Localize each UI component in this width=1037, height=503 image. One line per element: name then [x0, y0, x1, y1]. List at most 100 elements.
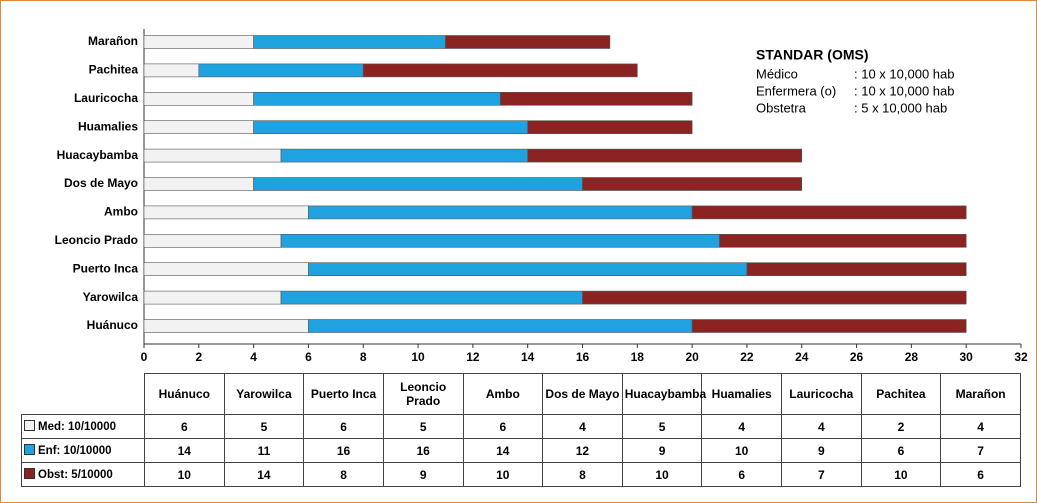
bar-segment [582, 290, 967, 305]
bar-segment [143, 120, 254, 134]
bar-segment [143, 290, 282, 305]
annotation-label: Enfermera (o) [756, 83, 836, 98]
row-label: Med: 10/10000 [21, 414, 145, 439]
column-header: Huánuco [144, 373, 225, 415]
column-header: Yarowilca [223, 373, 305, 415]
annotation-label: Obstetra [756, 100, 807, 115]
bar-segment [253, 92, 501, 106]
bar-segment [280, 290, 583, 305]
table-row: Med: 10/10000 6 5 6 5 6 4 5 4 4 2 4 [21, 414, 1021, 439]
table-row: Obst: 5/10000 10 14 8 9 10 8 10 6 7 10 6 [21, 462, 1021, 487]
bar-segment [527, 120, 693, 134]
bar-segment [691, 205, 967, 220]
x-tick-label: 4 [250, 350, 257, 364]
x-tick-label: 20 [685, 350, 699, 364]
column-header: Huacaybamba [621, 373, 706, 415]
table-cell: 5 [223, 414, 305, 439]
column-header: Ambo [462, 373, 544, 415]
bar-segment [253, 177, 583, 191]
table-cell: 14 [462, 438, 544, 463]
bar-segment [143, 148, 282, 163]
column-header: Huamalies [701, 373, 782, 415]
table-cell: 14 [223, 462, 305, 487]
annotation-value: : 10 x 10,000 hab [854, 66, 954, 81]
bar-segment [198, 63, 364, 78]
bar-segment [691, 319, 967, 333]
y-tick-label: Lauricocha [74, 91, 138, 105]
table-row: Enf: 10/10000 14 11 16 16 14 12 9 10 9 6 7 [21, 438, 1021, 463]
bar-segment [143, 234, 282, 248]
x-tick-label: 6 [305, 350, 312, 364]
x-tick-label: 10 [411, 350, 425, 364]
annotation-value: : 10 x 10,000 hab [854, 83, 954, 98]
y-tick-label: Pachitea [89, 63, 139, 77]
table-cell: 4 [542, 414, 623, 439]
table-header: Huánuco Yarowilca Puerto Inca Leoncio Prado… [22, 373, 1021, 415]
table-cell: 6 [940, 462, 1021, 487]
table-cell: 16 [303, 438, 384, 463]
data-table: Huánuco Yarowilca Puerto Inca Leoncio Prado… [21, 373, 1021, 487]
x-tick-label: 18 [631, 350, 645, 364]
table-cell: 6 [860, 438, 942, 463]
table-cell: 9 [621, 438, 703, 463]
bar-segment [253, 120, 528, 134]
table-cell: 8 [542, 462, 623, 487]
bar-segment [143, 205, 309, 220]
x-tick-label: 12 [466, 350, 480, 364]
y-tick-label: Huánuco [87, 318, 138, 332]
x-tick-label: 22 [740, 350, 754, 364]
bar-segment [143, 63, 200, 78]
table-cell: 7 [940, 438, 1021, 463]
bar-segment [719, 234, 967, 248]
table-cell: 2 [860, 414, 942, 439]
x-tick-label: 26 [850, 350, 864, 364]
bar-segment [308, 319, 693, 333]
x-tick-label: 0 [141, 350, 148, 364]
bar-segment [143, 319, 309, 333]
row-label: Enf: 10/10000 [21, 438, 145, 463]
legend-label: Med: 10/10000 [38, 421, 116, 433]
table-cell: 6 [462, 414, 544, 439]
legend-label: Obst: 5/10000 [38, 469, 113, 481]
y-tick-label: Marañon [88, 34, 138, 48]
bar-segment [143, 92, 254, 106]
table-cell: 10 [701, 438, 782, 463]
column-header: Puerto Inca [303, 373, 384, 415]
table-cell: 10 [462, 462, 544, 487]
table-cell: 16 [382, 438, 464, 463]
table-cell: 4 [701, 414, 782, 439]
table-cell: 9 [781, 438, 862, 463]
column-header: Marañon [940, 373, 1021, 415]
y-tick-label: Huamalies [78, 119, 138, 133]
row-label: Obst: 5/10000 [21, 462, 145, 487]
x-tick-label: 32 [1014, 350, 1028, 364]
table-cell: 12 [542, 438, 623, 463]
legend-label: Enf: 10/10000 [38, 445, 112, 457]
y-tick-label: Dos de Mayo [64, 176, 138, 190]
bar-segment [253, 35, 446, 49]
column-header: Lauricocha [781, 373, 862, 415]
y-tick-label: Ambo [104, 205, 138, 219]
column-header: Leoncio Prado [382, 373, 464, 415]
bar-segment [143, 262, 309, 277]
table-cell: 6 [701, 462, 782, 487]
legend-swatch [24, 420, 35, 431]
x-tick-label: 14 [521, 350, 535, 364]
table-cell: 5 [621, 414, 703, 439]
bar-segment [445, 35, 611, 49]
table-cell: 10 [621, 462, 703, 487]
annotation-label: Médico [756, 66, 798, 81]
x-tick-label: 28 [905, 350, 919, 364]
table-cell: 10 [144, 462, 225, 487]
table-cell: 4 [781, 414, 862, 439]
bar-segment [582, 177, 803, 191]
table-cell: 8 [303, 462, 384, 487]
column-header: Pachitea [860, 373, 942, 415]
table-cell: 9 [382, 462, 464, 487]
table-cell: 14 [144, 438, 225, 463]
table-cell: 4 [940, 414, 1021, 439]
x-tick-label: 24 [795, 350, 809, 364]
bar-segment [362, 63, 638, 78]
annotation-title: STANDAR (OMS) [756, 47, 869, 63]
bar-segment [308, 205, 693, 220]
